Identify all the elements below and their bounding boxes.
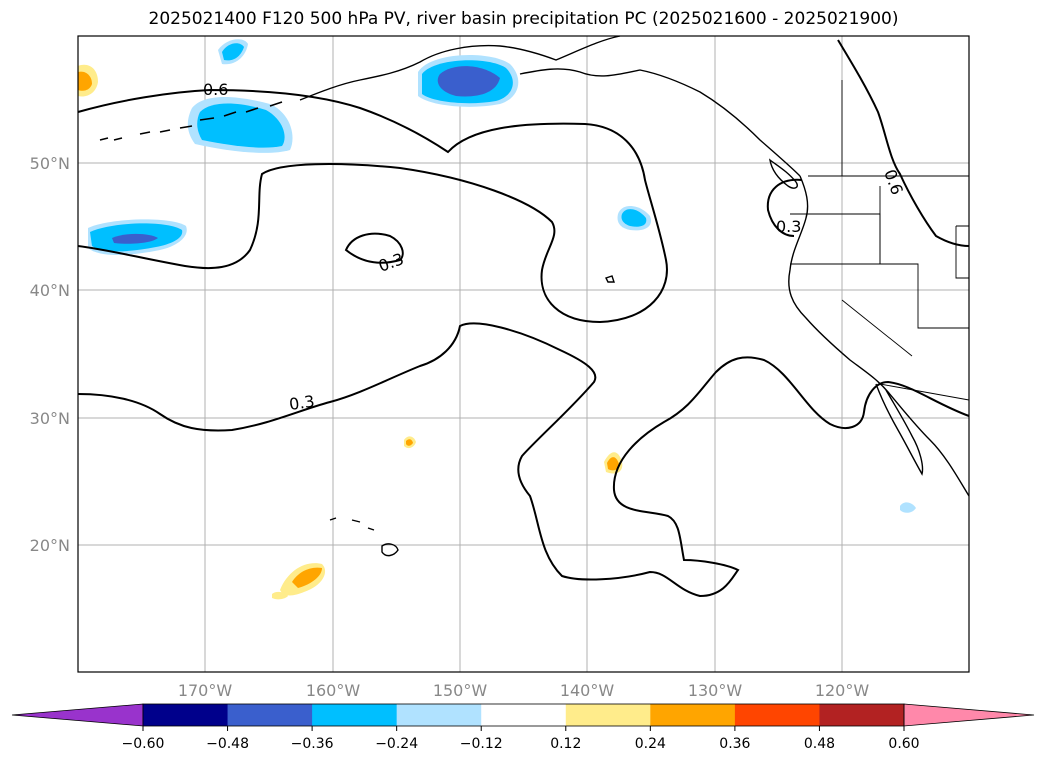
colorbar-tick-label: −0.60 [122,736,165,752]
colorbar-tick-label: 0.48 [804,736,835,752]
pv-contour-line [344,232,404,264]
coastline [769,158,798,189]
map-frame [77,35,970,673]
precip-area [607,457,619,471]
colorbar-tick-label: 0.60 [888,736,919,752]
coastline [329,517,399,557]
pv-contours [77,39,970,598]
coastline [788,175,970,497]
lon-label: 130°W [688,681,743,700]
coastline [99,101,283,141]
colorbar-tick-label: −0.24 [375,736,418,752]
coastline [299,35,621,101]
border-line [879,186,969,329]
colorbar-segment [227,704,313,726]
precip-area [112,233,158,244]
colorbar-tick-label: −0.36 [291,736,334,752]
precip-area [621,209,647,227]
lat-labels: 50°N 40°N 30°N 20°N [30,154,70,555]
colorbar-tick-label: 0.24 [635,736,666,752]
colorbar-segment [312,704,398,726]
colorbar [11,703,1035,727]
precip-area [197,103,285,148]
colorbar-tick-label: 0.36 [719,736,750,752]
coastline [519,68,801,177]
lon-label: 140°W [560,681,615,700]
map-title: 2025021400 F120 500 hPa PV, river basin … [148,9,899,29]
colorbar-extend-high [903,703,1035,727]
precip-area [292,567,322,588]
contour-label: 0.3 [288,392,316,414]
lon-label: 170°W [178,681,233,700]
pv-contour-line [766,178,803,237]
precip-area [272,591,288,600]
colorbar-segment [734,704,820,726]
lon-label: 160°W [306,681,361,700]
colorbar-segment [650,704,736,726]
colorbar-segment [481,704,567,726]
border-line [879,383,970,401]
colorbar-segment [565,704,651,726]
border-line [955,225,969,279]
coastline [605,275,615,283]
colorbar-outline [142,703,905,727]
colorbar-extend-low [11,703,144,727]
lat-label: 20°N [30,536,70,555]
colorbar-ticks: −0.60 −0.48 −0.36 −0.24 −0.12 0.12 0.24 0.36 0.4… [122,726,920,752]
precip-shading [78,39,916,600]
lon-labels: 170°W 160°W 150°W 140°W 130°W 120°W [178,681,870,700]
colorbar-tick-label: 0.12 [550,736,581,752]
precip-area [437,66,500,97]
precip-area [406,439,413,446]
lat-label: 40°N [30,281,70,300]
precip-area [78,71,92,91]
coastlines [99,35,970,557]
lon-label: 150°W [433,681,488,700]
contour-label: 0.3 [776,217,801,236]
lat-label: 30°N [30,409,70,428]
colorbar-tick-label: −0.48 [206,736,249,752]
pv-contour-line [837,39,970,247]
pv-contour-line [77,88,668,324]
lat-label: 50°N [30,154,70,173]
lon-label: 120°W [815,681,870,700]
colorbar-segment [143,704,229,726]
colorbar-segment [396,704,482,726]
precip-area [900,502,916,513]
border-line [841,299,913,357]
colorbar-segment [819,704,905,726]
pv-contour-line [77,322,970,598]
precip-area [222,43,244,61]
contour-label: 0.6 [203,80,228,99]
colorbar-tick-label: −0.12 [460,736,503,752]
coastline [875,383,924,476]
borders [790,80,970,401]
